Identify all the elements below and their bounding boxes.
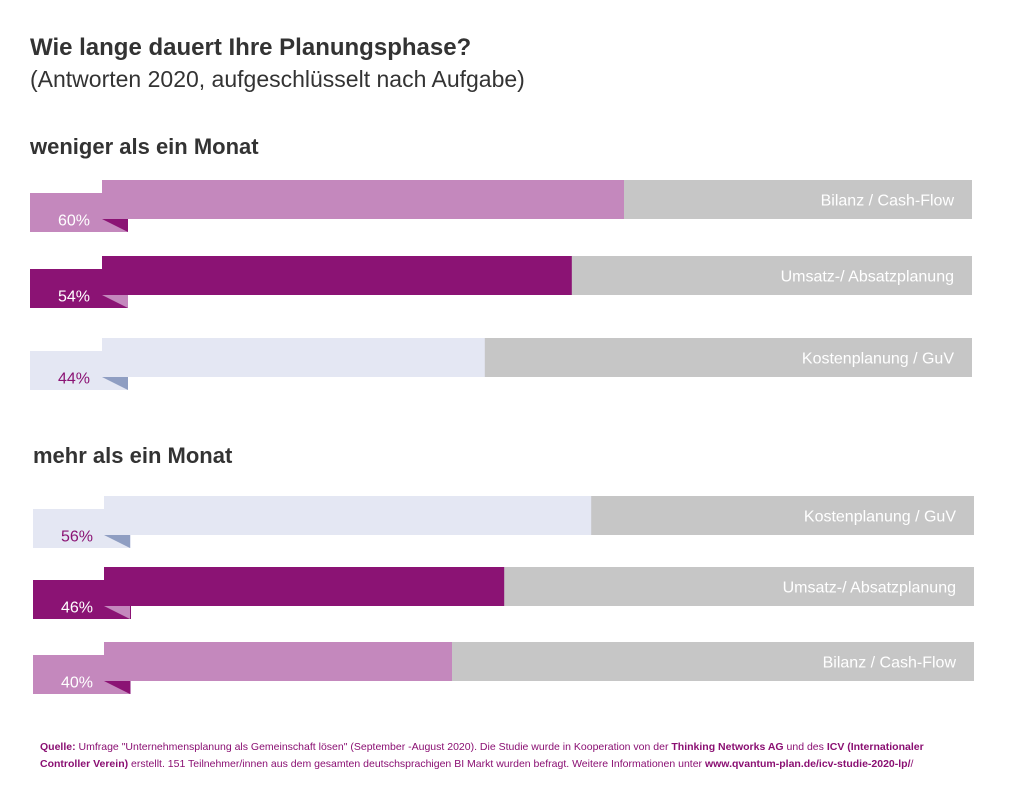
bar	[102, 180, 624, 219]
bar	[102, 338, 485, 377]
category-label: Bilanz / Cash-Flow	[823, 655, 957, 672]
bar-fold	[104, 606, 130, 619]
category-label: Kostenplanung / GuV	[804, 509, 956, 526]
bar	[102, 256, 572, 295]
bar-fold	[102, 295, 128, 308]
source-org-1: Thinking Networks AG	[671, 741, 784, 753]
bar	[104, 567, 505, 606]
source-text-3: erstellt. 151 Teilnehmer/innen aus dem g…	[128, 758, 705, 770]
value-label: 46%	[61, 600, 93, 617]
section-heading-weniger: weniger als ein Monat	[30, 134, 259, 159]
chart-title: Wie lange dauert Ihre Planungsphase?	[30, 34, 472, 61]
bar	[104, 642, 452, 681]
bar-fold	[104, 681, 130, 694]
source-note: Quelle: Umfrage "Unternehmensplanung als…	[40, 739, 970, 773]
source-url-link[interactable]: www.qvantum-plan.de/icv-studie-2020-lp/	[704, 758, 911, 770]
source-text-1: Umfrage "Unternehmensplanung als Gemeins…	[75, 741, 672, 753]
value-label: 56%	[61, 529, 93, 546]
category-label: Bilanz / Cash-Flow	[821, 193, 955, 210]
bar-fold	[104, 535, 130, 548]
chart-subtitle: (Antworten 2020, aufgeschlüsselt nach Au…	[30, 66, 525, 92]
source-text-2: und des	[783, 741, 827, 753]
source-org-2: ICV (Internationaler Controller Verein)	[40, 741, 924, 770]
value-label: 40%	[61, 675, 93, 692]
value-label: 44%	[58, 371, 90, 388]
value-label: 54%	[58, 289, 90, 306]
bar-fold	[102, 377, 128, 390]
source-label: Quelle:	[40, 741, 76, 753]
bar-chart: Bilanz / Cash-Flow 60% Umsatz-/ Absatzplan…	[30, 180, 974, 694]
section-heading-mehr: mehr als ein Monat	[33, 443, 233, 468]
value-label: 60%	[58, 213, 90, 230]
category-label: Umsatz-/ Absatzplanung	[781, 269, 954, 286]
bar	[104, 496, 592, 535]
category-label: Kostenplanung / GuV	[802, 351, 954, 368]
category-label: Umsatz-/ Absatzplanung	[783, 580, 956, 597]
source-end: /	[910, 758, 914, 770]
bar-fold	[102, 219, 128, 232]
